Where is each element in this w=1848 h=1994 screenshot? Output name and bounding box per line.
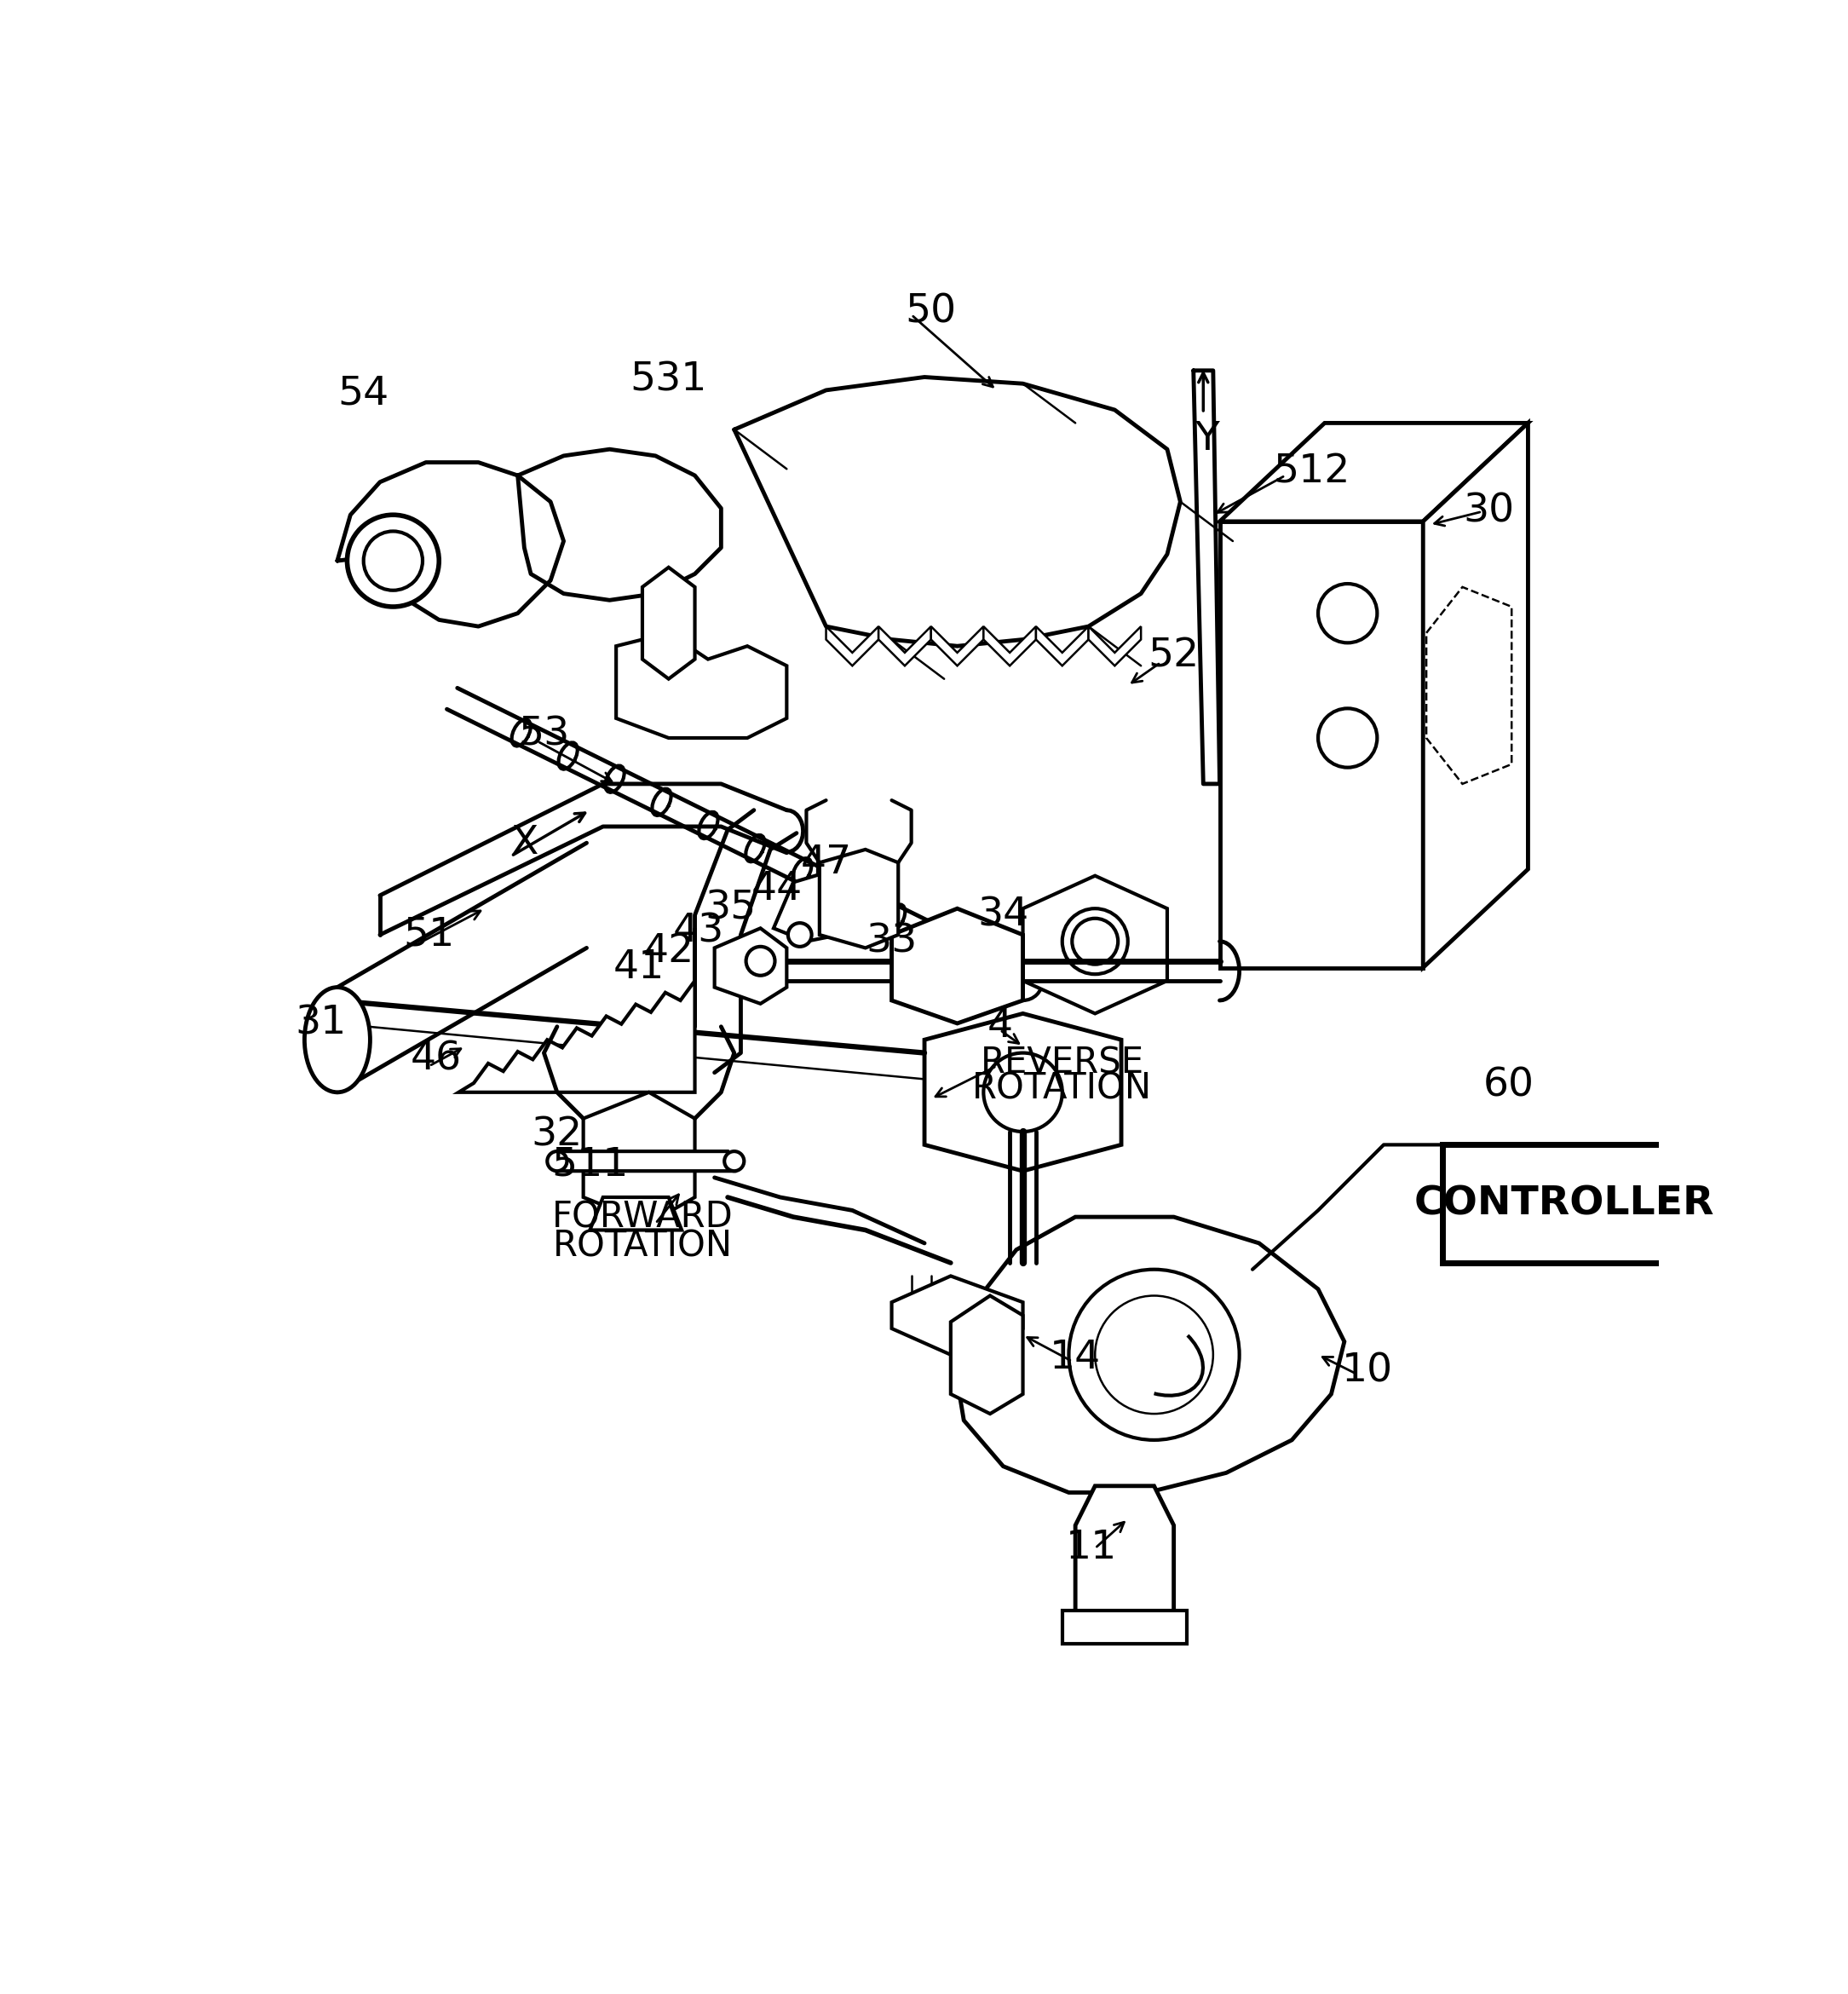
Text: 31: 31 [296,1005,347,1043]
Polygon shape [950,1296,1024,1414]
Text: 53: 53 [517,716,569,754]
Text: 46: 46 [410,1041,462,1079]
Text: 41: 41 [614,949,665,987]
Text: X: X [510,824,538,861]
Circle shape [547,1151,567,1170]
Polygon shape [1427,586,1512,784]
Text: 51: 51 [403,915,455,953]
Text: 30: 30 [1464,493,1514,530]
Polygon shape [826,626,878,666]
Text: 14: 14 [1050,1338,1101,1378]
Circle shape [983,1053,1063,1133]
Ellipse shape [305,987,370,1093]
Text: REVERSE: REVERSE [981,1045,1144,1081]
Text: 42: 42 [643,931,695,971]
Circle shape [1072,919,1118,965]
Polygon shape [931,626,983,666]
Polygon shape [1076,1486,1173,1617]
Polygon shape [590,1196,682,1230]
Polygon shape [878,626,931,666]
Circle shape [724,1151,745,1170]
Circle shape [747,947,774,975]
Text: 11: 11 [1066,1529,1118,1567]
Polygon shape [1220,520,1423,967]
Text: 50: 50 [906,293,957,331]
Polygon shape [774,873,859,941]
Text: 34: 34 [978,895,1029,935]
Text: CONTROLLER: CONTROLLER [1414,1184,1715,1222]
Text: 511: 511 [551,1145,628,1184]
Polygon shape [615,632,787,738]
Text: 54: 54 [338,375,390,413]
Text: 10: 10 [1342,1352,1393,1390]
Polygon shape [584,1093,695,1224]
Circle shape [347,514,440,606]
Text: 47: 47 [800,843,852,881]
Polygon shape [1063,1611,1186,1643]
Text: Y: Y [1194,421,1220,459]
Text: 35: 35 [706,889,756,927]
Text: 33: 33 [867,921,917,961]
Text: 44: 44 [750,869,802,907]
Circle shape [364,530,423,590]
Circle shape [1068,1270,1240,1440]
Circle shape [787,923,811,947]
Polygon shape [715,929,787,1003]
Bar [1443,1145,1685,1262]
Polygon shape [643,568,695,678]
Polygon shape [556,1151,734,1170]
Polygon shape [893,1276,1024,1354]
Text: 512: 512 [1273,453,1351,491]
Polygon shape [1088,626,1140,666]
Text: 531: 531 [630,361,708,399]
Text: 43: 43 [673,913,724,951]
Text: 4: 4 [987,1007,1013,1045]
Polygon shape [458,929,695,1093]
Text: 32: 32 [532,1117,582,1155]
Text: ROTATION: ROTATION [553,1228,732,1264]
Polygon shape [1024,875,1168,1013]
Polygon shape [924,1013,1122,1170]
Polygon shape [983,626,1037,666]
Polygon shape [893,909,1024,1023]
Polygon shape [1423,423,1528,967]
Polygon shape [1037,626,1088,666]
Polygon shape [1220,423,1528,520]
Text: FORWARD: FORWARD [553,1198,734,1234]
Text: 52: 52 [1148,636,1199,676]
Polygon shape [819,849,898,947]
Circle shape [1003,961,1042,1001]
Polygon shape [954,1216,1343,1494]
Text: ROTATION: ROTATION [972,1071,1151,1107]
Text: 60: 60 [1482,1067,1534,1105]
